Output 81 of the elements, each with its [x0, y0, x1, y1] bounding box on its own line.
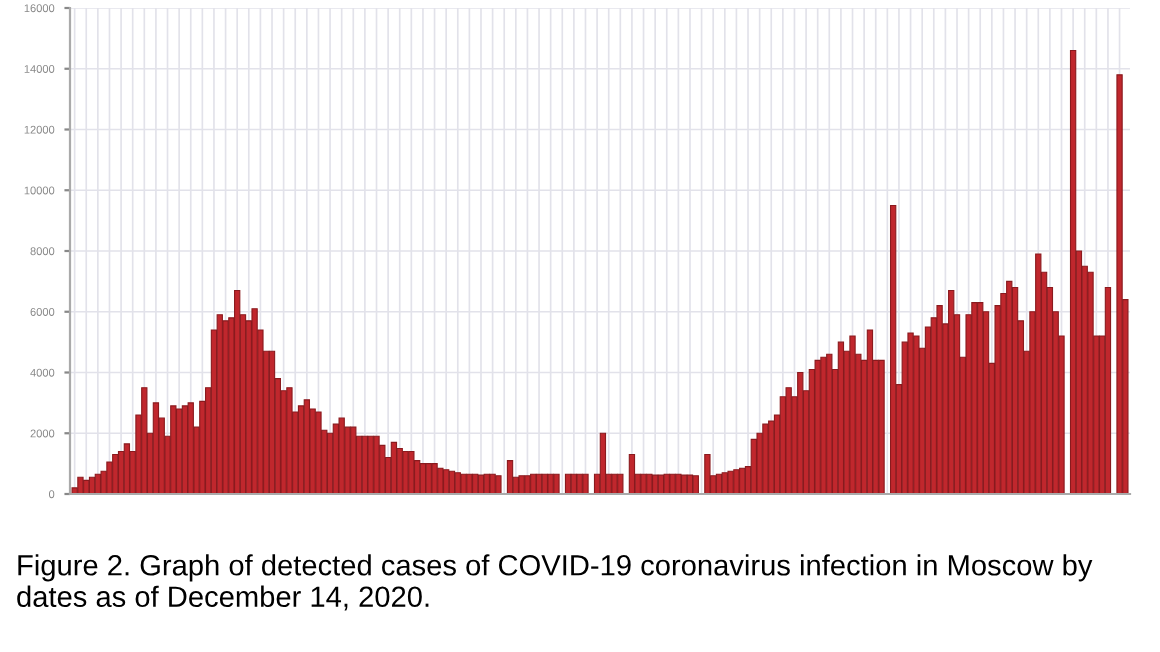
caption: Figure 2. Graph of detected cases of COVID-19 coronavirus infection in Moscow by dates as of December 14, 2020. — [17, 554, 1093, 611]
bar — [768, 420, 775, 494]
bar — [1006, 280, 1013, 494]
bar — [234, 289, 241, 494]
bar — [489, 473, 496, 494]
bar — [547, 473, 554, 494]
bar — [506, 460, 514, 494]
bar — [1104, 286, 1112, 494]
bar — [826, 353, 833, 494]
bar — [797, 371, 804, 494]
bar — [704, 453, 711, 494]
bar — [948, 289, 955, 494]
bar — [692, 475, 699, 494]
bar — [1035, 253, 1042, 494]
bar — [431, 463, 438, 494]
bar — [849, 335, 856, 494]
bar — [268, 350, 276, 494]
bar — [977, 302, 984, 494]
bar — [1116, 74, 1123, 494]
bar — [762, 423, 769, 494]
bar — [617, 473, 624, 494]
bar — [437, 467, 444, 494]
bar — [1087, 271, 1094, 494]
bar — [251, 308, 258, 494]
bar — [112, 453, 119, 494]
bar — [820, 356, 827, 494]
bar — [379, 444, 386, 494]
bar — [1069, 49, 1077, 494]
bar — [460, 473, 467, 494]
bar — [889, 204, 897, 494]
bar — [367, 435, 374, 494]
bar — [907, 332, 914, 494]
bar — [715, 473, 723, 494]
bar — [222, 320, 229, 494]
bar — [669, 473, 676, 494]
bar — [141, 387, 148, 494]
bar — [466, 473, 473, 494]
bar — [936, 305, 943, 494]
bar — [338, 417, 345, 494]
bar — [733, 469, 740, 494]
bar — [582, 473, 589, 494]
bar — [408, 450, 415, 494]
bar — [117, 450, 125, 494]
bar — [77, 476, 84, 494]
bar — [675, 473, 682, 494]
bar — [535, 473, 543, 494]
bar — [564, 473, 572, 494]
bar — [1011, 286, 1019, 494]
bar — [640, 473, 647, 494]
bar — [785, 387, 792, 494]
bar — [727, 470, 734, 494]
bar — [448, 470, 456, 494]
bar — [396, 447, 403, 494]
bar — [350, 426, 357, 494]
bar — [524, 475, 531, 494]
bar — [739, 467, 746, 494]
bar — [646, 473, 653, 494]
bar — [315, 411, 322, 494]
bar — [442, 469, 450, 494]
bar — [355, 435, 363, 494]
bar — [663, 473, 670, 494]
bar — [530, 473, 537, 494]
bar — [971, 302, 978, 494]
bar — [576, 473, 583, 494]
bar — [495, 475, 502, 494]
bar — [170, 405, 177, 494]
bar — [425, 463, 432, 494]
bar — [611, 473, 618, 494]
bar — [187, 402, 194, 494]
bar — [913, 335, 920, 494]
bar — [518, 475, 525, 494]
bar — [286, 387, 293, 494]
bar — [814, 359, 821, 494]
bar — [297, 405, 305, 494]
bar — [373, 435, 380, 494]
bar — [106, 461, 113, 494]
bar — [472, 473, 479, 494]
bar — [402, 450, 409, 494]
bar — [175, 408, 183, 494]
bar — [878, 359, 885, 494]
bar — [553, 473, 560, 494]
